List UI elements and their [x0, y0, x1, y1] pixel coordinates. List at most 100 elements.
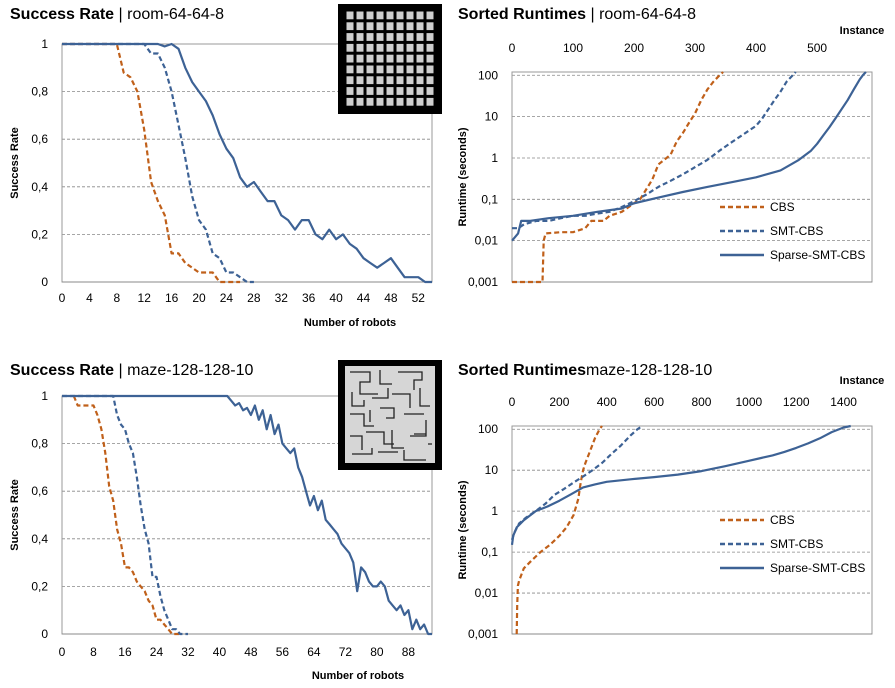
series-line-sparse-smt-cbs — [511, 71, 867, 242]
series-line-sparse-smt-cbs — [510, 424, 851, 546]
y-tick-label: 0,001 — [468, 627, 498, 641]
x-tick-label: 20 — [192, 291, 206, 305]
x-tick-label: 16 — [118, 645, 132, 659]
y-tick-label: 0,6 — [31, 132, 48, 146]
series-line-smt-cbs — [512, 71, 797, 230]
series-line-smt-cbs — [62, 394, 188, 636]
x-tick-label: 88 — [402, 645, 416, 659]
y-tick-label: 0,2 — [31, 579, 48, 593]
x-tick-label: 400 — [597, 395, 617, 409]
legend-label: SMT-CBS — [770, 537, 823, 551]
x-axis-label: Instance — [840, 25, 885, 37]
sr1-title: Success Rate | room-64-64-8 — [10, 6, 225, 23]
x-tick-label: 1400 — [830, 395, 857, 409]
y-tick-label: 0,4 — [31, 532, 48, 546]
y-tick-label: 0,1 — [481, 192, 498, 206]
rt2-title-rest: maze-128-128-10 — [586, 362, 713, 379]
plot-frame — [511, 425, 873, 635]
rt2-title: Sorted Runtimesmaze-128-128-10 — [458, 362, 712, 380]
y-tick-label: 0,8 — [31, 85, 48, 99]
y-tick-label: 1 — [491, 504, 498, 518]
y-axis-label: Success Rate — [9, 479, 21, 551]
y-tick-label: 100 — [478, 68, 498, 82]
x-tick-label: 600 — [644, 395, 664, 409]
sr2-title-bold: Success Rate — [10, 362, 115, 379]
x-tick-label: 200 — [549, 395, 569, 409]
x-tick-label: 64 — [307, 645, 321, 659]
x-axis-label: Instance — [840, 375, 885, 387]
series-line-smt-cbs — [62, 42, 254, 284]
series-line-sparse-smt-cbs — [62, 394, 432, 636]
x-tick-label: 80 — [370, 645, 384, 659]
y-tick-label: 0,6 — [31, 484, 48, 498]
x-tick-label: 500 — [807, 41, 827, 55]
legend-label: Sparse-SMT-CBS — [770, 248, 865, 262]
rt1-title-rest: room-64-64-8 — [599, 6, 696, 23]
x-tick-label: 72 — [339, 645, 353, 659]
rt1-title: Sorted Runtimes | room-64-64-8 — [458, 6, 696, 23]
x-tick-label: 12 — [138, 291, 152, 305]
y-tick-label: 10 — [485, 463, 499, 477]
x-axis-label: Number of robots — [304, 317, 396, 329]
x-tick-label: 56 — [276, 645, 290, 659]
x-tick-label: 100 — [563, 41, 583, 55]
x-tick-label: 8 — [113, 291, 120, 305]
legend-label: CBS — [770, 513, 795, 527]
y-tick-label: 0 — [41, 627, 48, 641]
y-tick-label: 10 — [485, 110, 499, 124]
x-tick-label: 4 — [86, 291, 93, 305]
rt2-title-bold: Sorted Runtimes — [458, 362, 587, 379]
x-tick-label: 300 — [685, 41, 705, 55]
series-line-smt-cbs — [510, 425, 643, 541]
x-tick-label: 44 — [357, 291, 371, 305]
x-tick-label: 8 — [90, 645, 97, 659]
legend-label: CBS — [770, 200, 795, 214]
x-tick-label: 52 — [412, 291, 426, 305]
y-axis-label: Runtime (seconds) — [457, 480, 469, 579]
x-tick-label: 28 — [247, 291, 261, 305]
legend-label: Sparse-SMT-CBS — [770, 561, 865, 575]
y-tick-label: 0,4 — [31, 180, 48, 194]
x-tick-label: 400 — [746, 41, 766, 55]
x-tick-label: 16 — [165, 291, 179, 305]
x-tick-label: 1000 — [735, 395, 762, 409]
series-line-cbs — [72, 395, 181, 636]
x-tick-label: 24 — [150, 645, 164, 659]
x-tick-label: 0 — [509, 395, 516, 409]
y-tick-label: 1 — [41, 389, 48, 403]
y-tick-label: 0,8 — [31, 437, 48, 451]
x-tick-label: 800 — [691, 395, 711, 409]
y-tick-label: 0,2 — [31, 227, 48, 241]
sr2-title: Success Rate | maze-128-128-10 — [10, 362, 254, 379]
sr1-title-rest: room-64-64-8 — [127, 6, 225, 23]
y-tick-label: 1 — [491, 151, 498, 165]
x-tick-label: 0 — [59, 645, 66, 659]
y-axis-label: Runtime (seconds) — [457, 127, 469, 226]
series-line-sparse-smt-cbs — [62, 42, 432, 284]
y-axis-label: Success Rate — [9, 127, 21, 199]
y-tick-label: 0,01 — [475, 234, 499, 248]
x-tick-label: 0 — [59, 291, 66, 305]
y-tick-label: 0 — [41, 275, 48, 289]
x-tick-label: 200 — [624, 41, 644, 55]
y-tick-label: 1 — [41, 37, 48, 51]
x-tick-label: 0 — [509, 41, 516, 55]
series-line-cbs — [515, 425, 603, 635]
x-tick-label: 48 — [384, 291, 398, 305]
sr2-title-rest: maze-128-128-10 — [127, 362, 254, 379]
x-tick-label: 24 — [220, 291, 234, 305]
sr1-title-bold: Success Rate — [10, 6, 115, 23]
x-tick-label: 48 — [244, 645, 258, 659]
x-tick-label: 32 — [275, 291, 289, 305]
y-tick-label: 0,01 — [475, 586, 499, 600]
x-tick-label: 36 — [302, 291, 316, 305]
x-tick-label: 32 — [181, 645, 195, 659]
y-tick-label: 0,1 — [481, 545, 498, 559]
legend-label: SMT-CBS — [770, 224, 823, 238]
x-tick-label: 1200 — [783, 395, 810, 409]
x-tick-label: 40 — [213, 645, 227, 659]
